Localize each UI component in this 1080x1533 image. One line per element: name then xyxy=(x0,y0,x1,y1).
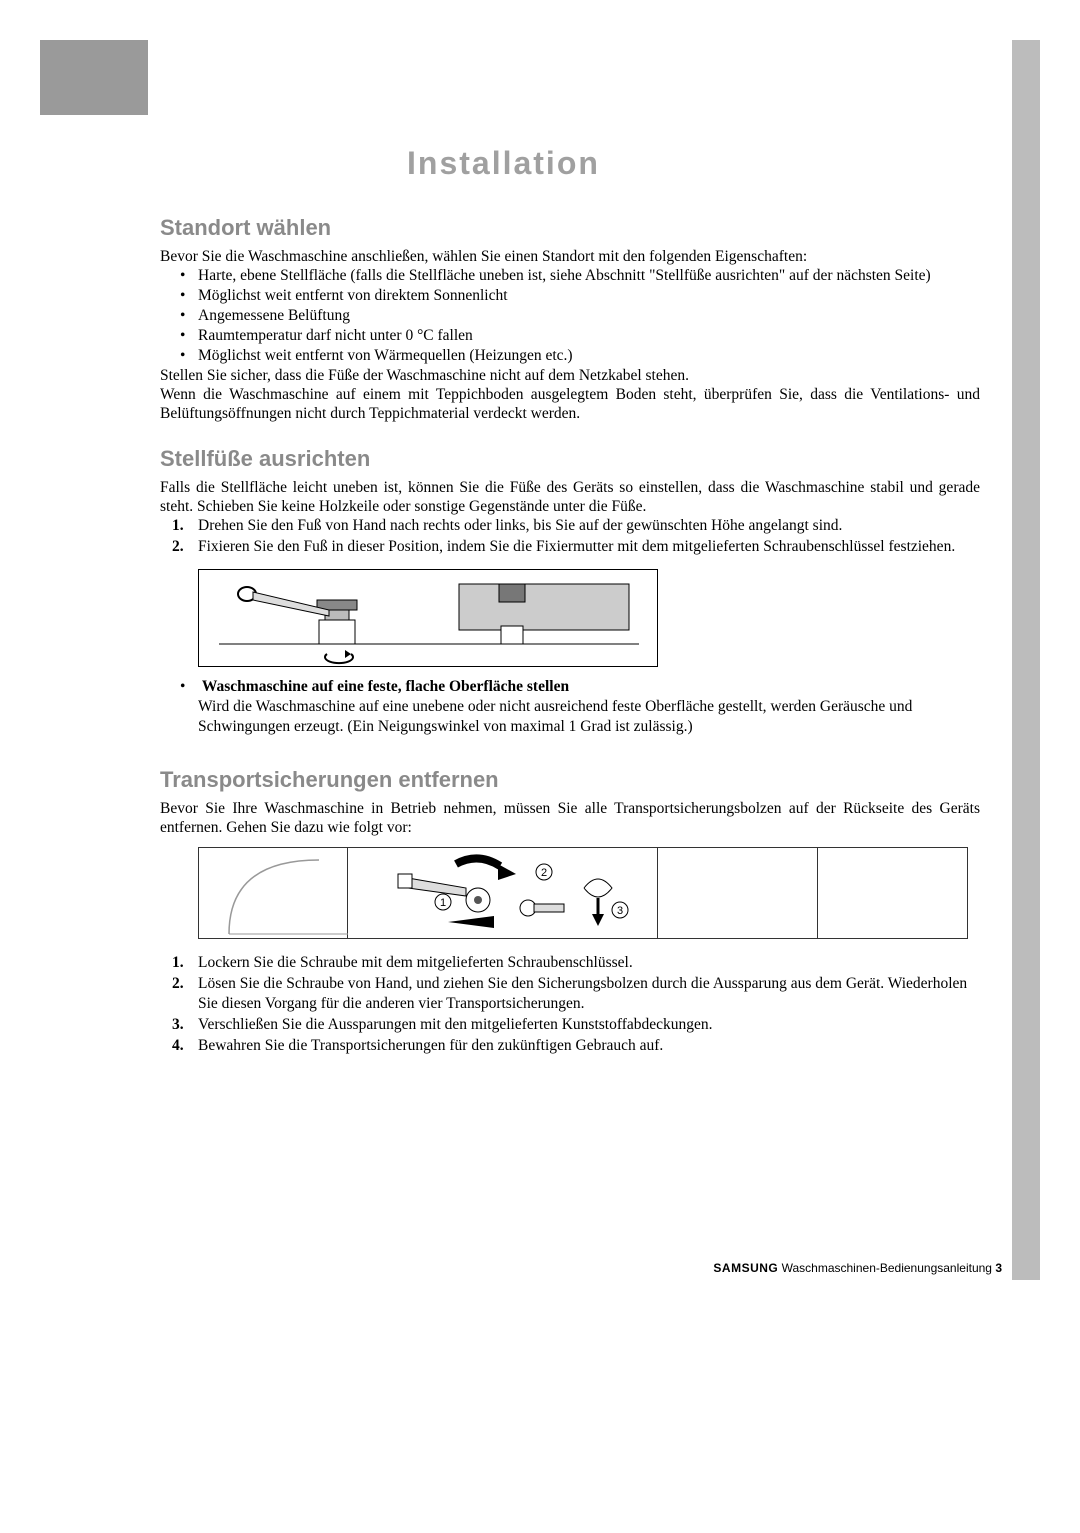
page-footer: SAMSUNG Waschmaschinen-Bedienungsanleitu… xyxy=(713,1261,1002,1275)
s1-intro: Bevor Sie die Waschmaschine anschließen,… xyxy=(160,247,980,266)
s2-after-bullets: Waschmaschine auf eine feste, flache Obe… xyxy=(160,677,980,736)
s2-after-text: Wird die Waschmaschine auf eine unebene … xyxy=(198,698,912,735)
s3-step-text: Verschließen Sie die Aussparungen mit de… xyxy=(198,1016,713,1033)
footer-text: Waschmaschinen-Bedienungsanleitung xyxy=(782,1261,992,1275)
s1-bullet: Angemessene Belüftung xyxy=(198,306,980,326)
s2-intro: Falls die Stellfläche leicht uneben ist,… xyxy=(160,478,980,517)
s1-bullet: Harte, ebene Stellfläche (falls die Stel… xyxy=(198,266,980,286)
s2-step-text: Fixieren Sie den Fuß in dieser Position,… xyxy=(198,538,955,555)
heading-stellfuesse: Stellfüße ausrichten xyxy=(160,446,980,472)
svg-text:2: 2 xyxy=(541,867,547,879)
s1-bullet: Möglichst weit entfernt von Wärmequellen… xyxy=(198,346,980,366)
s1-bullets: Harte, ebene Stellfläche (falls die Stel… xyxy=(160,266,980,365)
s1-bullet: Raumtemperatur darf nicht unter 0 °C fal… xyxy=(198,326,980,346)
s2-steps: 1.Drehen Sie den Fuß von Hand nach recht… xyxy=(160,516,980,557)
s2-step-text: Drehen Sie den Fuß von Hand nach rechts … xyxy=(198,517,842,534)
decorative-block-side xyxy=(1012,40,1040,1280)
footer-page: 3 xyxy=(995,1261,1002,1275)
footer-brand: SAMSUNG xyxy=(713,1261,778,1275)
s2-after-title: Waschmaschine auf eine feste, flache Obe… xyxy=(202,678,569,695)
s3-step-text: Bewahren Sie die Transportsicherungen fü… xyxy=(198,1037,663,1054)
s3-step-text: Lockern Sie die Schraube mit dem mitgeli… xyxy=(198,954,633,971)
s3-step: 3.Verschließen Sie die Aussparungen mit … xyxy=(198,1015,980,1035)
s2-step: 2.Fixieren Sie den Fuß in dieser Positio… xyxy=(198,537,980,557)
decorative-block-top xyxy=(40,40,148,115)
heading-standort: Standort wählen xyxy=(160,215,980,241)
svg-text:3: 3 xyxy=(617,905,623,917)
s3-step: 4.Bewahren Sie die Transportsicherungen … xyxy=(198,1036,980,1056)
s3-step: 1.Lockern Sie die Schraube mit dem mitge… xyxy=(198,953,980,973)
s3-intro: Bevor Sie Ihre Waschmaschine in Betrieb … xyxy=(160,799,980,838)
s2-after-bullet: Waschmaschine auf eine feste, flache Obe… xyxy=(198,677,980,736)
svg-text:1: 1 xyxy=(440,897,446,909)
s1-after1: Stellen Sie sicher, dass die Füße der Wa… xyxy=(160,366,980,385)
s3-step-text: Lösen Sie die Schraube von Hand, und zie… xyxy=(198,975,967,1012)
s3-steps: 1.Lockern Sie die Schraube mit dem mitge… xyxy=(160,953,980,1055)
s2-step: 1.Drehen Sie den Fuß von Hand nach recht… xyxy=(198,516,980,536)
s1-bullet: Möglichst weit entfernt von direktem Son… xyxy=(198,286,980,306)
s1-after2: Wenn die Waschmaschine auf einem mit Tep… xyxy=(160,385,980,424)
leveling-feet-diagram xyxy=(198,569,658,667)
heading-transportsicherungen: Transportsicherungen entfernen xyxy=(160,767,980,793)
s3-step: 2.Lösen Sie die Schraube von Hand, und z… xyxy=(198,974,980,1014)
page-title: Installation xyxy=(407,145,600,182)
content-area: Standort wählen Bevor Sie die Waschmasch… xyxy=(160,215,980,1056)
shipping-bolts-diagram: 1 2 3 xyxy=(198,847,968,939)
